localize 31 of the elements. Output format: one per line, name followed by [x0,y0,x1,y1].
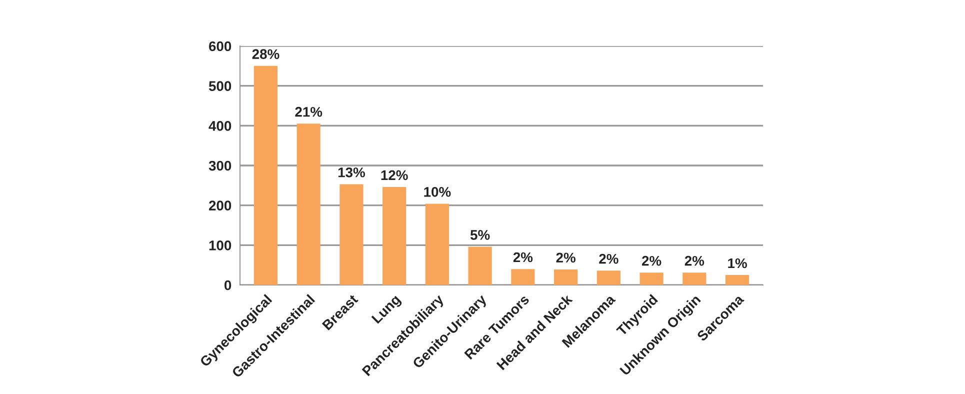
annotation: 2% [642,256,662,266]
bar [468,246,492,285]
bar [425,204,449,285]
annotation: 2% [599,254,618,264]
bar [511,269,535,285]
annotation: 2% [556,252,576,263]
bar [725,275,750,285]
bar [254,66,278,285]
annotation: 13% [338,167,365,178]
y-tick-label: 400 [208,121,232,131]
annotation: 10% [424,186,451,197]
y-tick-label: 100 [209,240,232,250]
y-tick-label: 600 [209,41,232,52]
y-tick-label: 200 [208,200,232,211]
annotation: 2% [513,252,533,262]
bar [682,272,706,285]
annotation: 5% [470,230,490,240]
annotation: 12% [381,170,408,180]
annotation: 28% [252,49,280,60]
bar [596,270,620,285]
bar [296,124,320,285]
annotation: 2% [684,256,704,266]
y-tick-label: 500 [208,81,232,92]
bar [640,272,664,285]
annotation: 21% [295,106,322,117]
y-tick-label: 0 [224,280,232,290]
annotation: 1% [728,258,747,268]
y-tick-label: 300 [208,160,232,171]
bar [382,187,406,285]
bar [554,269,578,285]
bar [340,184,364,285]
